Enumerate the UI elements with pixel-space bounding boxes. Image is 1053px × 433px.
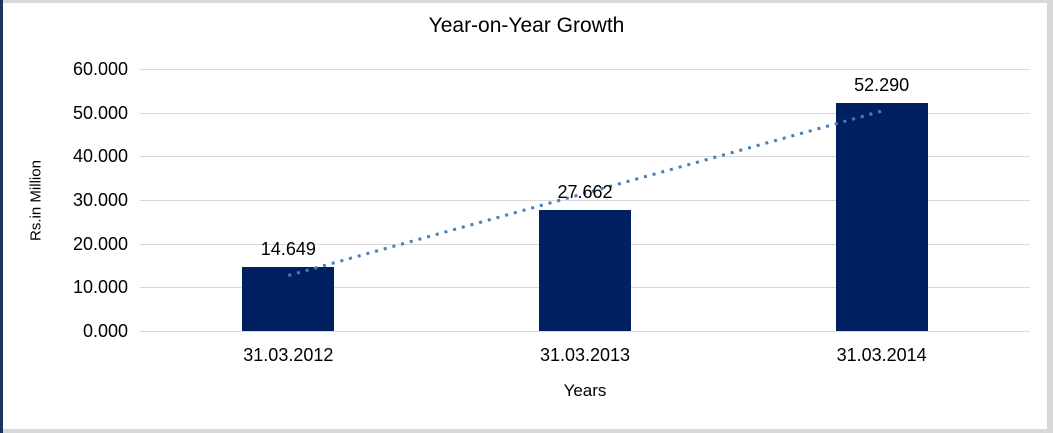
y-gridline — [140, 69, 1030, 70]
bar-31.03.2014 — [835, 102, 928, 331]
frame-top-edge — [0, 0, 1053, 3]
x-tick-label: 31.03.2012 — [243, 345, 334, 365]
y-gridline — [140, 331, 1030, 332]
bar-31.03.2012 — [242, 267, 335, 331]
x-tick-label: 31.03.2013 — [539, 345, 631, 365]
y-tick-label: 0.000 — [82, 321, 128, 341]
bar-31.03.2013 — [539, 210, 631, 331]
frame-left-accent — [0, 0, 3, 433]
y-tick-label: 10.000 — [72, 277, 128, 298]
bar-value-label: 52.290 — [854, 74, 910, 95]
x-tick-label: 31.03.2014 — [836, 345, 927, 365]
frame-bottom-edge — [0, 429, 1053, 433]
bar-value-label: 14.649 — [260, 239, 316, 260]
y-tick-label: 40.000 — [72, 146, 128, 167]
y-tick-label: 30.000 — [72, 190, 128, 210]
y-tick-label: 50.000 — [72, 102, 128, 123]
chart-title: Year-on-Year Growth — [428, 14, 625, 37]
bar-value-label: 27.662 — [557, 182, 613, 203]
x-axis-title: Years — [563, 381, 607, 400]
frame-right-edge — [1047, 0, 1053, 433]
y-tick-label: 20.000 — [72, 233, 128, 254]
y-tick-label: 60.000 — [72, 59, 128, 79]
